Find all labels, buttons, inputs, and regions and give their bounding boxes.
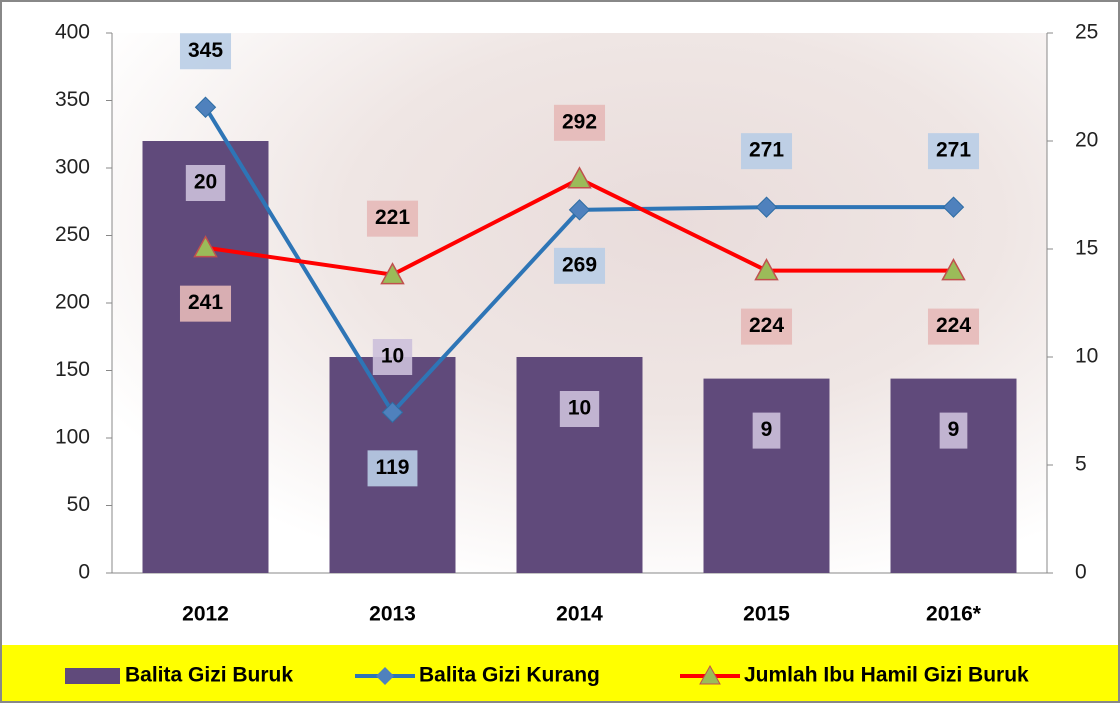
marker <box>381 401 404 424</box>
data-label-box <box>927 308 980 345</box>
data-label-box <box>740 133 793 170</box>
data-label-box <box>939 412 968 449</box>
data-label: 9 <box>948 418 960 441</box>
data-label: 241 <box>188 291 223 314</box>
data-label-box <box>927 133 980 170</box>
legend-label: Jumlah Ibu Hamil Gizi Buruk <box>744 664 1029 687</box>
data-label: 10 <box>381 345 404 368</box>
data-label-box <box>752 412 781 449</box>
data-label: 269 <box>562 253 597 276</box>
data-label: 119 <box>376 456 410 479</box>
marker <box>754 258 779 281</box>
data-label-box <box>372 339 413 375</box>
data-label: 224 <box>936 314 971 337</box>
data-label-box <box>559 391 600 427</box>
marker <box>380 262 405 285</box>
data-label-box <box>553 104 606 141</box>
y2-tick-label: 5 <box>1075 453 1087 476</box>
data-label: 345 <box>188 39 223 62</box>
marker <box>755 196 778 218</box>
y2-tick-label: 20 <box>1075 129 1098 152</box>
data-label: 9 <box>761 418 773 441</box>
x-tick-label: 2014 <box>556 603 603 626</box>
legend-marker <box>699 664 721 685</box>
y-tick-label: 150 <box>55 358 90 381</box>
x-tick-label: 2013 <box>369 603 416 626</box>
marker <box>568 199 591 221</box>
data-label: 292 <box>562 110 597 133</box>
data-label-box <box>366 200 419 237</box>
y-tick-label: 300 <box>55 156 90 179</box>
y-tick-label: 350 <box>55 88 90 111</box>
marker <box>194 96 217 118</box>
y2-tick-label: 25 <box>1075 21 1098 44</box>
y2-tick-label: 15 <box>1075 237 1098 260</box>
marker <box>942 196 965 218</box>
marker <box>941 258 966 281</box>
data-label-box <box>185 165 226 201</box>
legend-swatch <box>65 668 120 684</box>
bar <box>703 378 830 573</box>
data-label-box <box>179 33 232 70</box>
y-tick-label: 400 <box>55 21 90 44</box>
x-tick-label: 2016* <box>926 603 982 626</box>
data-label: 10 <box>568 397 591 420</box>
y-tick-label: 100 <box>55 426 90 449</box>
data-label-box <box>367 450 418 487</box>
y-tick-label: 0 <box>78 561 90 584</box>
legend-marker <box>376 667 394 685</box>
legend-band <box>0 645 1120 703</box>
data-label-box <box>179 285 232 322</box>
legend-label: Balita Gizi Kurang <box>419 664 600 687</box>
legend-label: Balita Gizi Buruk <box>125 664 293 687</box>
x-tick-label: 2012 <box>182 603 229 626</box>
y-tick-label: 250 <box>55 223 90 246</box>
bar <box>890 378 1017 573</box>
data-label-box <box>553 247 606 284</box>
marker <box>567 166 592 189</box>
data-label: 20 <box>194 171 217 194</box>
data-label-box <box>740 308 793 345</box>
x-tick-label: 2015 <box>743 603 790 626</box>
data-label: 224 <box>749 314 784 337</box>
y2-tick-label: 10 <box>1075 345 1098 368</box>
data-label: 271 <box>749 139 784 162</box>
marker <box>193 235 218 258</box>
y-tick-label: 200 <box>55 291 90 314</box>
data-label: 271 <box>936 139 971 162</box>
y2-tick-label: 0 <box>1075 561 1087 584</box>
data-label: 221 <box>375 206 410 229</box>
y-tick-label: 50 <box>67 493 90 516</box>
bar <box>516 357 643 573</box>
bar <box>142 141 269 573</box>
